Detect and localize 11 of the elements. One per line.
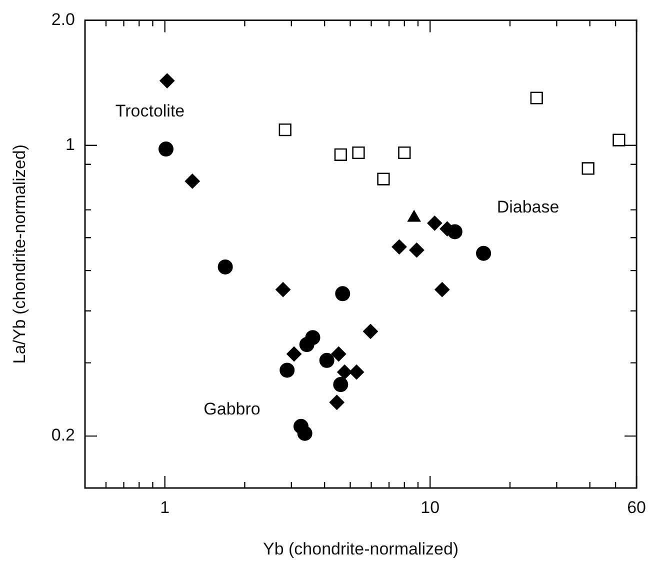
y-axis-title: La/Yb (chondrite-normalized) — [10, 144, 29, 364]
x-tick-label: 60 — [627, 498, 646, 517]
annotation: Troctolite — [115, 102, 185, 121]
x-axis-title: Yb (chondrite-normalized) — [262, 539, 459, 558]
annotation: Diabase — [496, 198, 560, 217]
x-tick-label: 1 — [160, 498, 170, 517]
y-tick-label: 1 — [66, 135, 75, 154]
y-tick-label: 2.0 — [51, 10, 75, 29]
annotation: Gabbro — [204, 400, 260, 419]
x-tick-label: 10 — [420, 498, 440, 517]
y-tick-label: 0.2 — [51, 426, 75, 445]
